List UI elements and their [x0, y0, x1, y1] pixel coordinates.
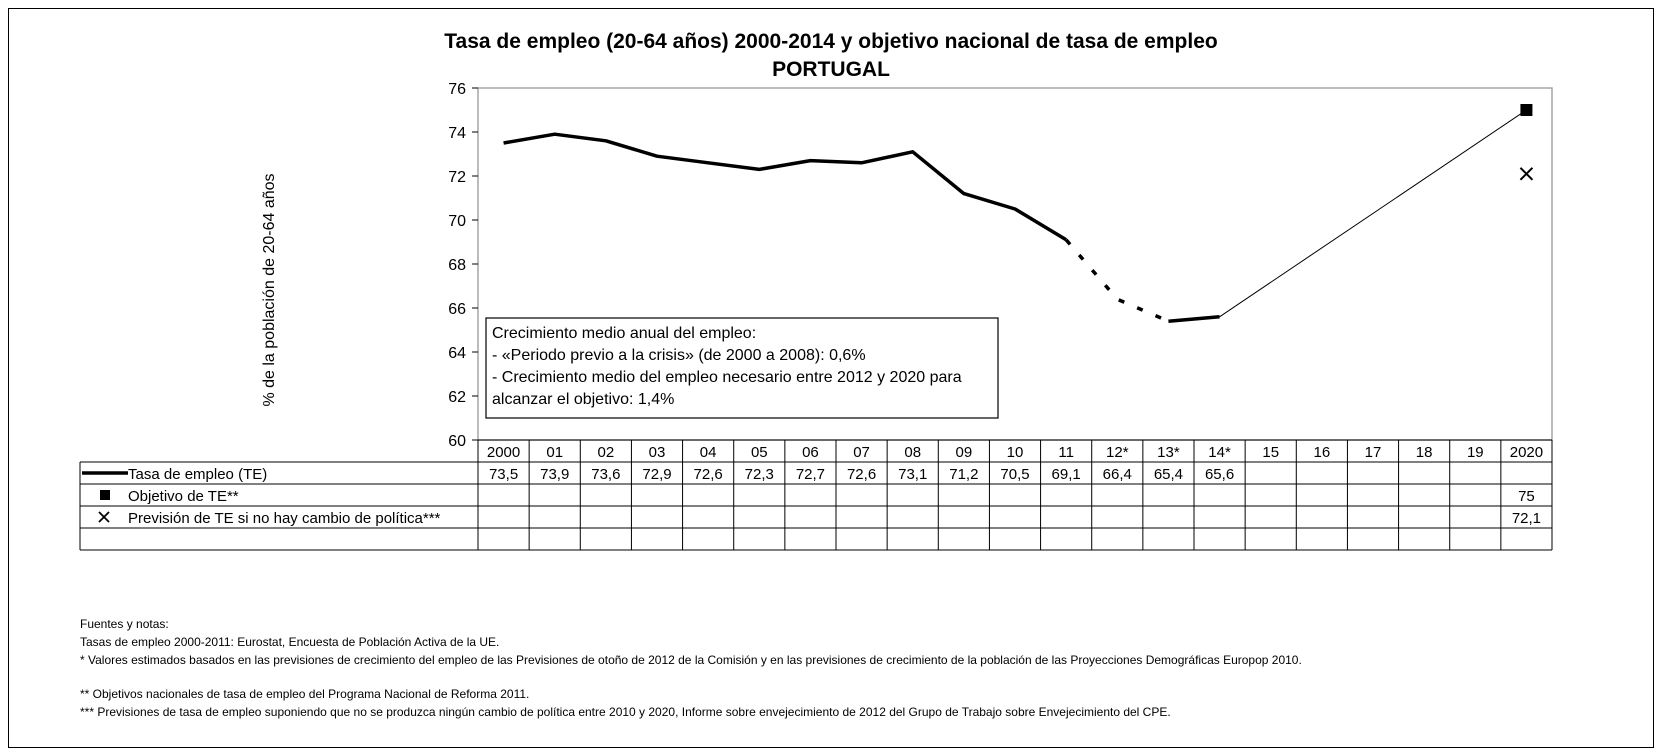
- note-targets: ** Objetivos nacionales de tasa de emple…: [80, 687, 530, 701]
- data-label: 65,4: [1154, 466, 1183, 483]
- x-tick-label: 10: [1007, 444, 1024, 461]
- x-tick-label: 09: [956, 444, 973, 461]
- x-tick-label: 18: [1416, 444, 1433, 461]
- chart-frame: [8, 8, 1654, 748]
- data-label: 72,6: [847, 466, 876, 483]
- legend-cross-icon: [98, 511, 110, 523]
- data-label: 66,4: [1103, 466, 1132, 483]
- series-line-te: [503, 132, 1068, 242]
- annotation-line: - Crecimiento medio del empleo necesario…: [492, 369, 962, 386]
- x-tick-label: 03: [649, 444, 666, 461]
- y-tick-label: 68: [448, 257, 466, 274]
- note-estimates: * Valores estimados basados en las previ…: [80, 653, 1302, 667]
- x-tick-label: 13*: [1157, 444, 1180, 461]
- x-tick-label: 07: [853, 444, 870, 461]
- data-label: 75: [1518, 488, 1535, 505]
- note-sources-heading: Fuentes y notas:: [80, 617, 169, 631]
- y-tick-label: 76: [448, 81, 466, 98]
- y-tick-label: 62: [448, 389, 466, 406]
- data-label: 72,1: [1512, 510, 1541, 527]
- data-label: 70,5: [1000, 466, 1029, 483]
- data-label: 73,5: [489, 466, 518, 483]
- x-tick-label: 19: [1467, 444, 1484, 461]
- series-line-te-estimated-solid: [1168, 315, 1220, 323]
- data-label: 73,1: [898, 466, 927, 483]
- annotation-line: Crecimiento medio anual del empleo:: [492, 325, 756, 342]
- x-tick-label: 12*: [1106, 444, 1129, 461]
- y-tick-label: 66: [448, 301, 466, 318]
- x-tick-label: 04: [700, 444, 717, 461]
- legend-square-icon: [100, 490, 110, 500]
- annotation-line: - «Periodo previo a la crisis» (de 2000 …: [492, 347, 866, 364]
- data-label: 72,6: [694, 466, 723, 483]
- x-tick-label: 01: [546, 444, 563, 461]
- y-tick-label: 72: [448, 169, 466, 186]
- data-label: 72,7: [796, 466, 825, 483]
- x-tick-label: 17: [1365, 444, 1382, 461]
- data-label: 73,9: [540, 466, 569, 483]
- chart-title: Tasa de empleo (20-64 años) 2000-2014 y …: [444, 30, 1218, 53]
- x-tick-label: 08: [904, 444, 921, 461]
- series-name: Previsión de TE si no hay cambio de polí…: [128, 510, 441, 527]
- data-label: 72,3: [745, 466, 774, 483]
- y-tick-label: 70: [448, 213, 466, 230]
- x-tick-label: 06: [802, 444, 819, 461]
- annotation-line: alcanzar el objetivo: 1,4%: [492, 391, 674, 408]
- y-tick-label: 64: [448, 345, 466, 362]
- chart-subtitle: PORTUGAL: [772, 58, 890, 81]
- series-name: Objetivo de TE**: [128, 488, 239, 505]
- series-name: Tasa de empleo (TE): [128, 466, 267, 483]
- chart-svg: 60 62 64 66 68 70 72 74 76 2000 01 02 03 04 05 06 07 08 09…: [79, 81, 1553, 551]
- x-tick-label: 14*: [1208, 444, 1231, 461]
- x-tick-label: 05: [751, 444, 768, 461]
- y-tick-label: 60: [448, 433, 466, 450]
- y-tick-label: 74: [448, 125, 466, 142]
- note-sources: Tasas de empleo 2000-2011: Eurostat, Enc…: [80, 635, 500, 649]
- data-label: 71,2: [949, 466, 978, 483]
- data-label: 69,1: [1052, 466, 1081, 483]
- annotation-box: [485, 317, 999, 419]
- data-label: 72,9: [642, 466, 671, 483]
- data-label: 73,6: [591, 466, 620, 483]
- forecast-cross-marker: [1519, 167, 1534, 181]
- x-tick-label: 2020: [1510, 444, 1543, 461]
- x-tick-label: 11: [1058, 444, 1074, 461]
- target-trajectory-line: [1219, 109, 1527, 318]
- x-tick-label: 02: [598, 444, 615, 461]
- x-tick-label: 2000: [487, 444, 520, 461]
- x-tick-label: 15: [1262, 444, 1279, 461]
- target-square-marker: [1520, 104, 1533, 116]
- data-label: 65,6: [1205, 466, 1234, 483]
- note-forecast: *** Previsiones de tasa de empleo suponi…: [80, 705, 1171, 719]
- x-tick-label: 16: [1314, 444, 1331, 461]
